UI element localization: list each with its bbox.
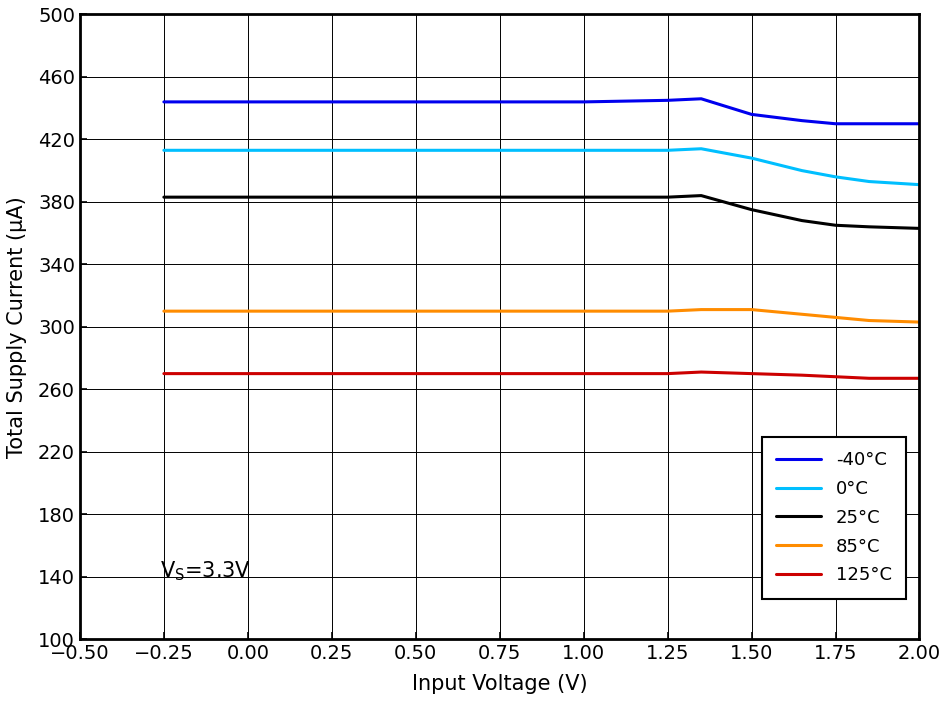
125°C <box>242 369 253 378</box>
-40°C <box>830 120 841 128</box>
0°C <box>914 180 925 189</box>
125°C <box>796 371 808 379</box>
-40°C <box>914 120 925 128</box>
-40°C <box>746 110 757 118</box>
0°C <box>326 146 337 154</box>
125°C <box>746 369 757 378</box>
-40°C <box>326 97 337 106</box>
25°C <box>796 217 808 225</box>
125°C <box>864 374 875 383</box>
0°C <box>696 144 707 153</box>
25°C <box>830 221 841 229</box>
25°C <box>696 191 707 200</box>
125°C <box>158 369 170 378</box>
0°C <box>578 146 590 154</box>
-40°C <box>410 97 422 106</box>
0°C <box>410 146 422 154</box>
125°C <box>830 372 841 381</box>
85°C <box>158 307 170 315</box>
25°C <box>578 193 590 201</box>
85°C <box>914 318 925 326</box>
25°C <box>494 193 505 201</box>
25°C <box>158 193 170 201</box>
Line: 25°C: 25°C <box>164 196 920 229</box>
85°C <box>746 306 757 314</box>
Line: 0°C: 0°C <box>164 149 920 184</box>
-40°C <box>796 116 808 125</box>
-40°C <box>494 97 505 106</box>
25°C <box>326 193 337 201</box>
85°C <box>494 307 505 315</box>
0°C <box>864 177 875 186</box>
25°C <box>662 193 673 201</box>
85°C <box>696 306 707 314</box>
85°C <box>242 307 253 315</box>
25°C <box>914 224 925 233</box>
85°C <box>662 307 673 315</box>
85°C <box>578 307 590 315</box>
0°C <box>796 166 808 175</box>
Text: $\mathregular{V_S}$=3.3V: $\mathregular{V_S}$=3.3V <box>159 559 250 583</box>
125°C <box>578 369 590 378</box>
Y-axis label: Total Supply Current (μA): Total Supply Current (μA) <box>7 196 27 458</box>
Legend: -40°C, 0°C, 25°C, 85°C, 125°C: -40°C, 0°C, 25°C, 85°C, 125°C <box>762 437 906 599</box>
0°C <box>662 146 673 154</box>
Line: 85°C: 85°C <box>164 310 920 322</box>
0°C <box>746 154 757 163</box>
-40°C <box>696 95 707 103</box>
0°C <box>158 146 170 154</box>
85°C <box>326 307 337 315</box>
125°C <box>410 369 422 378</box>
125°C <box>696 368 707 376</box>
25°C <box>242 193 253 201</box>
-40°C <box>662 96 673 104</box>
125°C <box>914 374 925 383</box>
-40°C <box>242 97 253 106</box>
125°C <box>662 369 673 378</box>
Line: -40°C: -40°C <box>164 99 920 124</box>
125°C <box>326 369 337 378</box>
25°C <box>864 223 875 231</box>
-40°C <box>864 120 875 128</box>
85°C <box>830 313 841 322</box>
85°C <box>410 307 422 315</box>
-40°C <box>578 97 590 106</box>
X-axis label: Input Voltage (V): Input Voltage (V) <box>411 674 588 694</box>
125°C <box>494 369 505 378</box>
85°C <box>864 316 875 325</box>
0°C <box>242 146 253 154</box>
25°C <box>410 193 422 201</box>
85°C <box>796 310 808 318</box>
Line: 125°C: 125°C <box>164 372 920 379</box>
0°C <box>494 146 505 154</box>
-40°C <box>158 97 170 106</box>
0°C <box>830 172 841 181</box>
25°C <box>746 205 757 214</box>
